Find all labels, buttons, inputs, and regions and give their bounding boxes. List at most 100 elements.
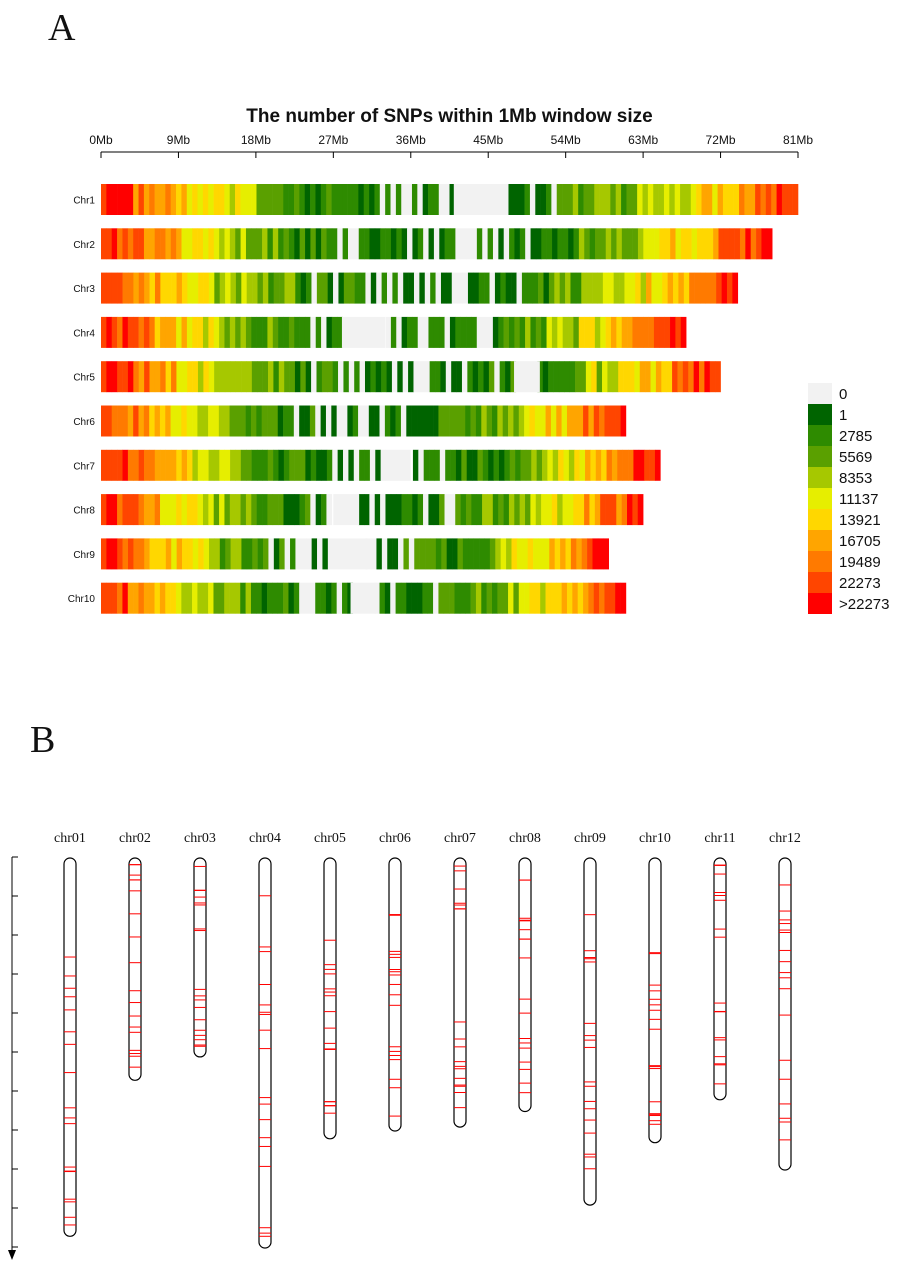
density-bin bbox=[186, 228, 193, 260]
density-bin bbox=[537, 361, 544, 393]
density-bin bbox=[439, 316, 445, 348]
density-bin bbox=[520, 449, 527, 481]
density-bin bbox=[529, 405, 536, 437]
density-bin bbox=[160, 272, 167, 304]
density-bin bbox=[272, 494, 279, 526]
legend-label-3: 5569 bbox=[839, 449, 872, 466]
density-bin bbox=[234, 582, 241, 614]
density-bin bbox=[326, 184, 332, 215]
density-bin bbox=[591, 361, 597, 393]
density-bin bbox=[122, 228, 129, 260]
density-bin bbox=[154, 449, 161, 481]
density-bin bbox=[186, 405, 193, 437]
density-bin bbox=[427, 582, 434, 614]
density-bin bbox=[455, 228, 462, 260]
density-bin bbox=[551, 494, 558, 526]
density-bin bbox=[650, 361, 657, 393]
density-bin bbox=[225, 538, 231, 570]
density-bin bbox=[322, 538, 329, 570]
density-bin bbox=[170, 582, 177, 614]
chromosome-ideogram: chr01 chr02 chr03 chr04 chr05 chr06 chr07 chr08… bbox=[8, 831, 801, 1260]
density-bin bbox=[197, 361, 204, 393]
density-bin bbox=[187, 361, 193, 393]
density-bin bbox=[414, 538, 420, 570]
density-bin bbox=[294, 361, 301, 393]
density-bin bbox=[186, 582, 193, 614]
density-bin bbox=[629, 272, 636, 304]
density-bin bbox=[522, 538, 528, 570]
density-bin bbox=[364, 361, 371, 393]
density-bin bbox=[214, 538, 221, 570]
density-bin bbox=[406, 494, 413, 526]
density-bin bbox=[176, 361, 183, 393]
density-bin bbox=[333, 272, 339, 304]
density-bin bbox=[251, 449, 258, 481]
density-bin bbox=[379, 582, 386, 614]
chrom-label-Chr8: Chr8 bbox=[73, 506, 95, 517]
density-bin bbox=[283, 405, 289, 437]
density-bin bbox=[487, 184, 493, 215]
density-bin bbox=[235, 449, 242, 481]
density-bin bbox=[716, 272, 722, 304]
density-bin bbox=[697, 228, 703, 260]
density-bin bbox=[728, 184, 734, 215]
density-bin bbox=[154, 582, 161, 614]
density-bin bbox=[597, 538, 604, 570]
density-bin bbox=[262, 494, 268, 526]
density-bin bbox=[439, 228, 445, 260]
density-bin bbox=[235, 228, 241, 260]
density-bin bbox=[385, 316, 392, 348]
density-bin bbox=[460, 316, 467, 348]
density-bin bbox=[310, 449, 317, 481]
density-bin bbox=[144, 361, 150, 393]
legend-label-7: 16705 bbox=[839, 533, 881, 550]
density-bin bbox=[486, 405, 493, 437]
density-bin bbox=[181, 449, 188, 481]
density-bin bbox=[717, 184, 724, 215]
density-bin bbox=[691, 228, 698, 260]
density-bin bbox=[304, 405, 311, 437]
density-bin bbox=[262, 272, 269, 304]
density-bin bbox=[208, 494, 215, 526]
density-bin bbox=[531, 449, 537, 481]
panel-b-label: B bbox=[30, 719, 56, 761]
density-bin bbox=[470, 582, 477, 614]
density-bin bbox=[438, 184, 445, 215]
density-bin bbox=[278, 494, 284, 526]
density-bin bbox=[192, 449, 199, 481]
density-bin bbox=[466, 449, 473, 481]
density-bin bbox=[273, 538, 280, 570]
density-bin bbox=[321, 449, 328, 481]
density-bin bbox=[497, 582, 504, 614]
density-bin bbox=[577, 405, 584, 437]
density-bin bbox=[154, 405, 161, 437]
density-bin bbox=[566, 582, 573, 614]
chrom-row-Chr4 bbox=[101, 316, 687, 348]
density-bin bbox=[332, 361, 339, 393]
chrom-row-Chr6 bbox=[101, 405, 627, 437]
density-bin bbox=[197, 405, 204, 437]
chromosome-chr07 bbox=[453, 857, 467, 1128]
density-bin bbox=[245, 582, 252, 614]
density-bin bbox=[321, 494, 327, 526]
density-bin bbox=[440, 272, 447, 304]
density-bin bbox=[295, 272, 301, 304]
density-bin bbox=[446, 538, 453, 570]
density-bin bbox=[106, 272, 113, 304]
density-bin bbox=[408, 538, 415, 570]
density-bin bbox=[359, 449, 365, 481]
density-bin bbox=[433, 228, 440, 260]
density-bin bbox=[229, 582, 236, 614]
density-bin bbox=[620, 405, 627, 437]
density-bin bbox=[527, 538, 534, 570]
density-bin bbox=[508, 494, 515, 526]
chromosome-chr03 bbox=[193, 857, 207, 1058]
density-bin bbox=[568, 449, 575, 481]
density-bin bbox=[616, 494, 622, 526]
density-bin bbox=[337, 228, 343, 260]
density-bin bbox=[572, 184, 579, 215]
density-bin bbox=[530, 228, 537, 260]
density-bin bbox=[380, 494, 386, 526]
density-bin bbox=[364, 494, 370, 526]
density-bin bbox=[374, 184, 381, 215]
